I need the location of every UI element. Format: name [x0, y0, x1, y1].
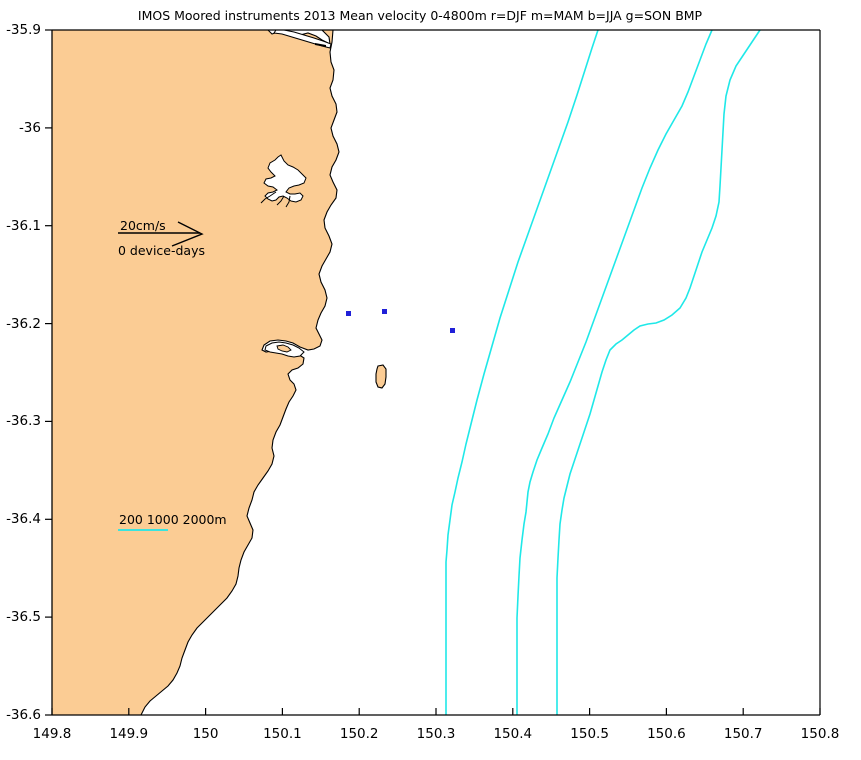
- lagoon-channel-c: [285, 195, 291, 208]
- x-tick-label: 150.7: [723, 726, 763, 742]
- x-tick-label: 150.6: [647, 726, 686, 742]
- mooring-marker[interactable]: [346, 311, 351, 316]
- x-tick-label: 150.1: [263, 726, 302, 742]
- inlet-north-bar: [315, 43, 326, 47]
- lagoon-channel-a: [260, 191, 277, 204]
- contour-1000m: [516, 29, 713, 715]
- island-offshore: [375, 364, 387, 389]
- page-title: IMOS Moored instruments 2013 Mean veloci…: [137, 8, 703, 23]
- x-tick-label: 150: [192, 726, 219, 742]
- x-tick-label: 149.8: [32, 726, 72, 742]
- landmass-mainland: [51, 29, 340, 716]
- x-tick-label: 150.8: [800, 726, 840, 742]
- device-days-label: 0 device-days: [118, 243, 205, 258]
- lagoon-system: [263, 154, 307, 203]
- y-tick-label: -36.1: [6, 217, 41, 234]
- x-axis-ticks: [51, 708, 821, 715]
- lagoon-channel-b: [276, 195, 285, 206]
- velocity-scale-label: 20cm/s: [120, 218, 166, 233]
- mooring-marker[interactable]: [450, 328, 455, 333]
- y-tick-label: -36.6: [6, 707, 41, 723]
- y-tick-label: -36.5: [6, 609, 41, 626]
- contour-2000m: [556, 29, 761, 715]
- y-axis-ticks: [45, 29, 52, 716]
- y-tick-label: -36.4: [6, 511, 41, 528]
- estuary-south-inner: [276, 344, 292, 353]
- x-tick-label: 150.3: [416, 726, 456, 742]
- mooring-marker[interactable]: [382, 309, 387, 314]
- x-tick-label: 150.4: [493, 726, 533, 742]
- velocity-scale-arrow-head: [171, 221, 204, 247]
- x-tick-label: 150.5: [570, 726, 609, 742]
- y-tick-label: -36.3: [6, 413, 41, 430]
- y-tick-label: -36: [18, 119, 41, 136]
- contour-200m: [445, 29, 599, 715]
- bathymetry-legend-label: 200 1000 2000m: [119, 512, 227, 527]
- x-tick-label: 150.2: [339, 726, 379, 742]
- x-tick-label: 149.9: [109, 726, 149, 742]
- axis-frame: [51, 29, 821, 716]
- y-tick-label: -35.9: [6, 22, 41, 38]
- y-tick-label: -36.2: [6, 315, 41, 332]
